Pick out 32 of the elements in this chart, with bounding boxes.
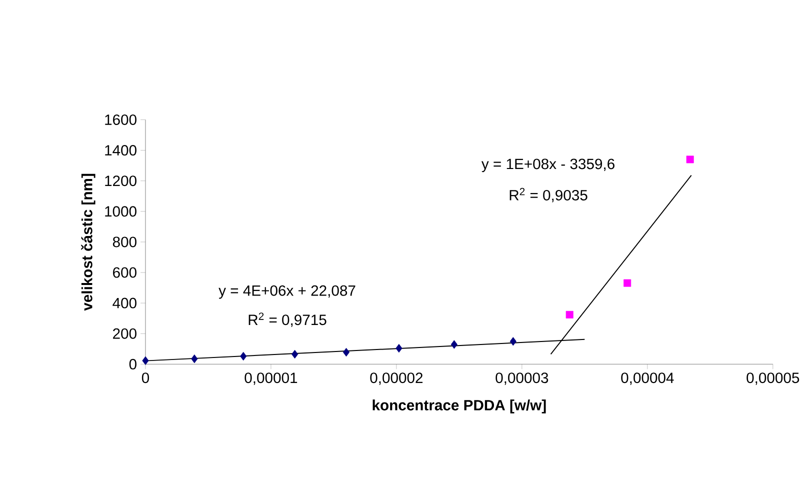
y-tick-label: 1400 [105, 145, 136, 156]
point [191, 354, 198, 364]
x-tick-label: 0,00001 [244, 372, 298, 385]
annotation: R$^{2}$ = 0,9715 [248, 312, 326, 327]
y-tick-label: 600 [113, 267, 136, 278]
x-tick-label: 0 [142, 372, 150, 384]
x-tick-label: 0,00005 [746, 372, 800, 385]
point [450, 340, 458, 349]
point [396, 344, 402, 353]
x-tick-label: 0,00004 [621, 372, 674, 385]
y-tick-label: 400 [112, 298, 136, 308]
y-tick-label: 800 [112, 236, 136, 248]
point [240, 352, 247, 361]
point [342, 348, 350, 357]
x-axis-title: koncentrace PDDA [w/w] [372, 400, 546, 414]
y-tick-label: 200 [113, 328, 136, 339]
y-tick-label: 0 [129, 358, 136, 370]
point [686, 156, 694, 164]
point [291, 350, 298, 359]
point [624, 279, 632, 287]
x-tick-label: 0,00002 [370, 372, 423, 385]
y-axis-title: velikost částic [nm] [81, 174, 96, 311]
y-tick-label: 1600 [105, 114, 136, 125]
annotation: y = 1E+08x - 3359,6 [481, 158, 614, 172]
point [510, 337, 516, 346]
point [566, 310, 574, 318]
y-tick-label: 1000 [105, 206, 136, 217]
annotation: R$^{2}$ = 0,9035 [510, 188, 588, 202]
annotation: y = 4E+06x + 22,087 [218, 285, 356, 299]
y-tick-label: 1200 [105, 176, 136, 186]
x-tick-label: 0,00003 [496, 372, 548, 385]
point [142, 356, 149, 365]
